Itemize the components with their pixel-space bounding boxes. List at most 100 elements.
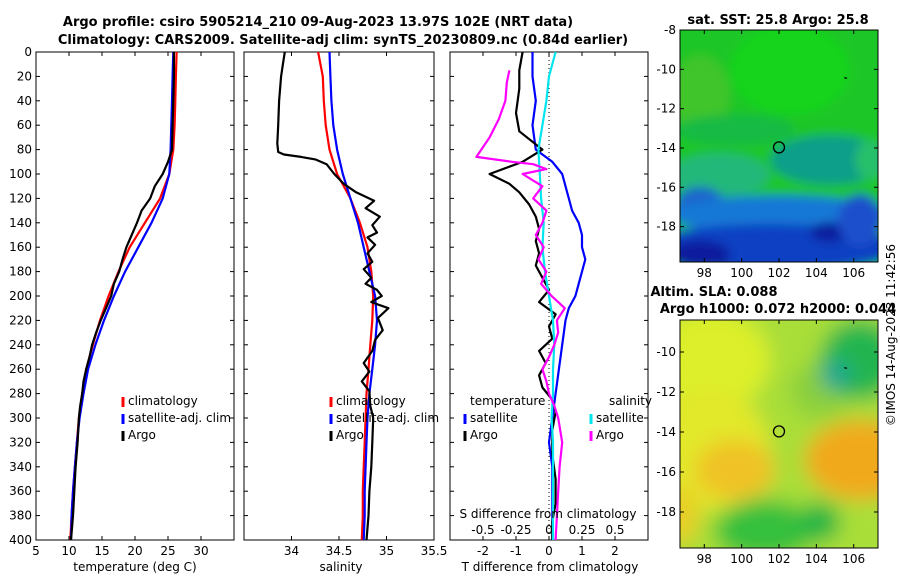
depth-tick-label: 120 bbox=[9, 191, 32, 205]
series-line-satellite-adj-clim bbox=[69, 51, 175, 541]
x-tick-label: -1 bbox=[510, 544, 522, 558]
depth-tick-label: 280 bbox=[9, 387, 32, 401]
salinity-argo-legend-label: Argo bbox=[336, 428, 364, 442]
series-line-climatology bbox=[317, 51, 375, 541]
lon-tick-label: 100 bbox=[730, 552, 753, 566]
lon-tick-label: 98 bbox=[697, 266, 712, 280]
island-mark bbox=[844, 367, 848, 369]
lat-tick-label: -8 bbox=[664, 23, 676, 37]
salinity-axes-frame bbox=[243, 51, 435, 541]
x-tick-label: 25 bbox=[160, 544, 175, 558]
x-tick-label: 20 bbox=[127, 544, 142, 558]
depth-tick-label: 300 bbox=[9, 411, 32, 425]
depth-tick-label: 80 bbox=[17, 143, 32, 157]
s-difference-tick-label: 0 bbox=[545, 523, 553, 537]
series-line-satellite-adj-clim bbox=[328, 51, 379, 541]
sst-field bbox=[680, 30, 878, 262]
salinity-legend-title: salinity bbox=[609, 394, 652, 408]
s-difference-tick-label: -0.25 bbox=[500, 523, 531, 537]
salinity-climatology-legend-label: climatology bbox=[336, 394, 406, 408]
depth-tick-label: 320 bbox=[9, 435, 32, 449]
depth-tick-label: 100 bbox=[9, 167, 32, 181]
depth-tick-label: 200 bbox=[9, 289, 32, 303]
lon-tick-label: 102 bbox=[768, 266, 791, 280]
salinity-axis-label: salinity bbox=[319, 560, 362, 574]
lat-tick-label: -14 bbox=[656, 425, 676, 439]
lat-tick-label: -10 bbox=[656, 62, 676, 76]
x-tick-label: 2 bbox=[611, 544, 619, 558]
temperature-argo-legend-label: Argo bbox=[128, 428, 156, 442]
t-difference-axis-label: T difference from climatology bbox=[461, 560, 639, 574]
temperature-legend-title: temperature bbox=[470, 394, 545, 408]
x-tick-label: 35 bbox=[379, 544, 394, 558]
temperature-legend: climatology satellite-adj. clim Argo bbox=[121, 394, 231, 442]
x-tick-label: 0 bbox=[545, 544, 553, 558]
lat-tick-label: -18 bbox=[656, 505, 676, 519]
salinity-satellite-legend-label: satellite-adj. clim bbox=[336, 411, 439, 425]
sst-map-panel: sat. SST: 25.8 Argo: 25.8 98 100 102 104 106… bbox=[656, 13, 879, 280]
s-difference-tick-label: -0.5 bbox=[471, 523, 494, 537]
lat-tick-label: -16 bbox=[656, 465, 676, 479]
s-diff-satellite-legend-label: satellite bbox=[596, 411, 644, 425]
island-mark bbox=[844, 77, 848, 79]
s-difference-axis-label: S difference from climatology bbox=[460, 507, 637, 521]
temperature-axes-frame bbox=[35, 51, 235, 541]
depth-tick-label: 180 bbox=[9, 265, 32, 279]
series-line-argo bbox=[69, 52, 175, 541]
lon-tick-label: 104 bbox=[805, 266, 828, 280]
lat-tick-label: -14 bbox=[656, 141, 676, 155]
sla-map-title: Altim. SLA: 0.088 bbox=[651, 285, 778, 300]
figure-subtitle: Climatology: CARS2009. Satellite-adj cli… bbox=[58, 33, 628, 48]
depth-tick-label: 220 bbox=[9, 313, 32, 327]
lat-tick-label: -18 bbox=[656, 220, 676, 234]
lat-tick-label: -12 bbox=[656, 102, 676, 116]
figure-title: Argo profile: csiro 5905214_210 09-Aug-2… bbox=[63, 15, 573, 30]
lon-tick-label: 106 bbox=[842, 266, 865, 280]
x-tick-label: -2 bbox=[477, 544, 489, 558]
depth-tick-label: 380 bbox=[9, 509, 32, 523]
salinity-panel: 34 34.5 35 35.5 salinity climatology satelli… bbox=[243, 51, 447, 574]
series-line-t-satellite bbox=[531, 52, 587, 540]
temperature-axis-label: temperature (deg C) bbox=[73, 560, 196, 574]
lon-tick-label: 100 bbox=[730, 266, 753, 280]
temperature-panel: 0 20 40 60 80 100 120 140 160 180 200 220 240 260 280 3… bbox=[9, 45, 235, 574]
t-diff-argo-legend-label: Argo bbox=[470, 428, 498, 442]
sla-map-panel: Altim. SLA: 0.088 Argo h1000: 0.072 h200… bbox=[651, 285, 897, 566]
argo-float-location-marker bbox=[772, 425, 786, 438]
credit-timestamp: ©IMOS 14-Aug-2023 11:42:56 bbox=[884, 244, 898, 426]
series-line-t-argo bbox=[488, 51, 557, 540]
series-line-s-argo bbox=[475, 70, 566, 541]
lon-tick-label: 106 bbox=[842, 552, 865, 566]
lon-tick-label: 98 bbox=[697, 552, 712, 566]
series-line-climatology bbox=[69, 51, 178, 541]
t-diff-satellite-legend-label: satellite bbox=[470, 411, 518, 425]
depth-tick-label: 360 bbox=[9, 484, 32, 498]
lat-tick-label: -12 bbox=[656, 385, 676, 399]
depth-tick-label: 140 bbox=[9, 216, 32, 230]
depth-tick-label: 60 bbox=[17, 118, 32, 132]
argo-float-location-marker bbox=[772, 141, 786, 154]
x-tick-label: 10 bbox=[61, 544, 76, 558]
depth-tick-label: 160 bbox=[9, 240, 32, 254]
x-tick-label: 1 bbox=[578, 544, 586, 558]
difference-legend: temperature salinity satellite Argo satellit… bbox=[463, 394, 652, 442]
x-tick-label: 34.5 bbox=[326, 544, 353, 558]
salinity-legend: climatology satellite-adj. clim Argo bbox=[329, 394, 439, 442]
x-tick-label: 5 bbox=[32, 544, 40, 558]
x-tick-label: 30 bbox=[193, 544, 208, 558]
depth-tick-label: 260 bbox=[9, 362, 32, 376]
sst-map-title: sat. SST: 25.8 Argo: 25.8 bbox=[687, 13, 868, 28]
sla-map-subtitle: Argo h1000: 0.072 h2000: 0.044 bbox=[660, 302, 896, 317]
series-line-argo bbox=[276, 51, 390, 541]
depth-tick-label: 240 bbox=[9, 338, 32, 352]
depth-tick-label: 400 bbox=[9, 533, 32, 547]
depth-tick-label: 340 bbox=[9, 460, 32, 474]
temperature-climatology-legend-label: climatology bbox=[128, 394, 198, 408]
lat-tick-label: -16 bbox=[656, 180, 676, 194]
x-tick-label: 34 bbox=[284, 544, 299, 558]
temperature-satellite-legend-label: satellite-adj. clim bbox=[128, 411, 231, 425]
s-difference-tick-label: 0.5 bbox=[605, 523, 624, 537]
series-line-s-satellite bbox=[537, 51, 557, 540]
depth-tick-label: 0 bbox=[24, 45, 32, 59]
